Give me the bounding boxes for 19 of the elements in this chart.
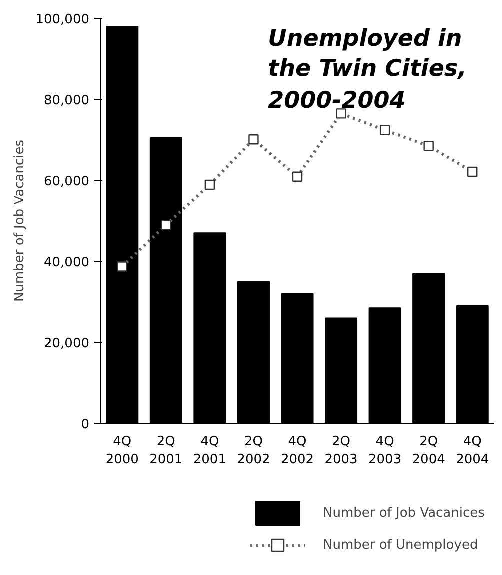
x-tick-label: 4Q 2003 bbox=[368, 434, 402, 468]
x-tick-label: 2Q 2003 bbox=[324, 434, 358, 468]
x-tick-label: 4Q 2004 bbox=[456, 434, 490, 468]
x-tick-label: 2Q 2004 bbox=[412, 434, 446, 468]
legend-label: Number of Unemployed bbox=[323, 538, 478, 552]
y-tick-label: 0 bbox=[81, 418, 90, 432]
legend-label: Number of Job Vacanices bbox=[323, 506, 485, 520]
y-tick-label: 60,000 bbox=[44, 174, 90, 190]
y-tick-label: 80,000 bbox=[44, 94, 90, 108]
x-tick-label: 2Q 2001 bbox=[150, 434, 183, 468]
y-tick-label: 20,000 bbox=[44, 336, 90, 352]
x-tick-label: 4Q 2000 bbox=[106, 434, 139, 468]
y-tick-label: 100,000 bbox=[36, 12, 90, 28]
x-tick-label: 4Q 2001 bbox=[193, 434, 226, 468]
y-axis-title: Number of Job Vacancies bbox=[12, 140, 28, 302]
x-tick-label: 2Q 2002 bbox=[237, 434, 270, 468]
y-tick-label: 40,000 bbox=[44, 256, 90, 270]
text: Unemployed in the Twin Cities, 2000-2004 bbox=[268, 26, 467, 114]
x-tick-label: 4Q 2002 bbox=[280, 434, 314, 468]
